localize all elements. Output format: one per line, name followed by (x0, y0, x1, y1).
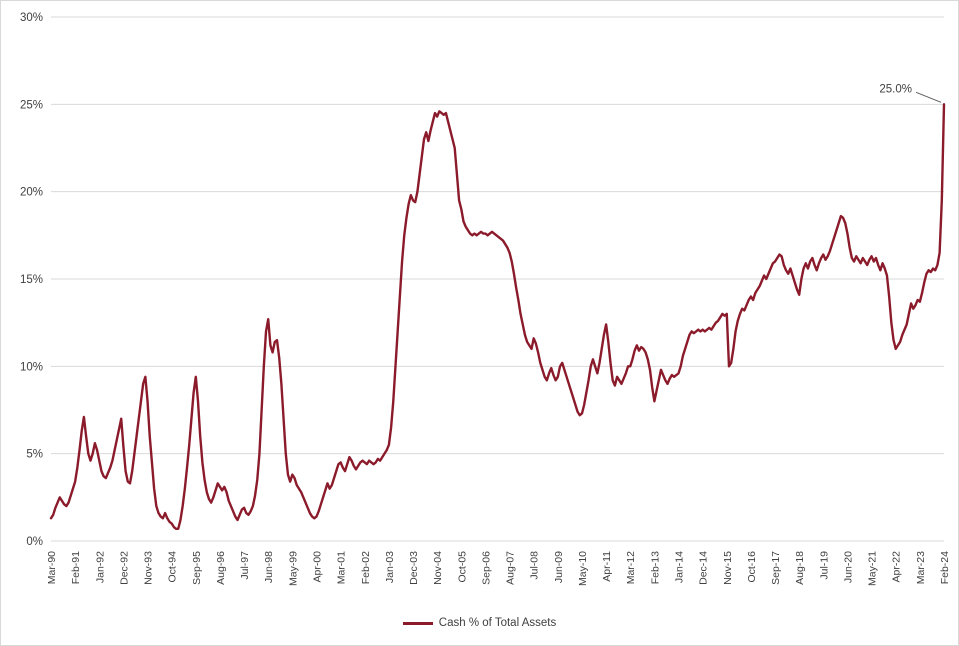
x-axis-tick-label: Jul-97 (239, 551, 251, 580)
x-axis-tick-label: Aug-18 (794, 551, 806, 585)
y-axis-tick-label: 0% (26, 536, 43, 548)
x-axis-tick-label: Mar-12 (625, 551, 637, 584)
x-axis-tick-label: Apr-22 (891, 551, 903, 583)
x-axis-tick-label: Sep-95 (191, 551, 203, 585)
x-axis-tick-label: Jan-03 (384, 551, 396, 583)
x-axis-tick-label: May-99 (287, 551, 299, 586)
x-axis-tick-label: Apr-11 (601, 551, 613, 582)
x-axis-tick-label: Feb-13 (649, 551, 661, 584)
x-axis-tick-label: Nov-04 (432, 551, 444, 585)
x-axis-tick-label: Sep-17 (770, 551, 782, 585)
x-axis-tick-label: Sep-06 (480, 551, 492, 585)
x-axis-tick-label: Oct-05 (456, 551, 468, 583)
x-axis-tick-label: Feb-24 (939, 551, 951, 584)
legend-label: Cash % of Total Assets (438, 617, 557, 629)
x-axis-tick-label: Jan-92 (94, 551, 106, 583)
x-axis-tick-label: Dec-92 (118, 551, 130, 585)
x-axis-tick-label: Jun-09 (553, 551, 565, 583)
x-axis-tick-label: May-10 (577, 551, 589, 586)
y-axis-tick-label: 30% (20, 12, 43, 24)
chart-legend: Cash % of Total Assets (1, 617, 958, 629)
x-axis-tick-label: Mar-01 (336, 551, 348, 584)
x-axis-tick-label: Aug-07 (505, 551, 517, 585)
annotation-connector-line (915, 91, 942, 103)
y-axis-tick-label: 25% (20, 99, 43, 111)
x-axis-tick-label: Jan-14 (674, 551, 686, 583)
x-axis-tick-label: Apr-00 (311, 551, 323, 583)
x-axis-tick-label: Jun-98 (263, 551, 275, 583)
y-axis-tick-label: 5% (26, 449, 43, 461)
x-axis-tick-label: Oct-94 (167, 551, 179, 583)
x-axis-tick-label: Dec-14 (698, 551, 710, 585)
y-axis-tick-label: 10% (20, 361, 43, 373)
x-axis-tick-label: Aug-96 (215, 551, 227, 585)
legend-line-swatch (402, 621, 433, 625)
x-axis-tick-label: Jun-20 (842, 551, 854, 583)
x-axis-tick-label: Feb-02 (360, 551, 372, 584)
x-axis-tick-label: May-21 (867, 551, 879, 586)
x-axis-tick-label: Oct-16 (746, 551, 758, 583)
x-axis-tick-label: Mar-23 (915, 551, 927, 584)
annotation-last-value: 25.0% (879, 83, 912, 95)
x-axis-tick-label: Jul-08 (529, 551, 541, 580)
x-axis-tick-label: Dec-03 (408, 551, 420, 585)
x-axis-tick-label: Mar-90 (46, 551, 58, 584)
x-axis-tick-label: Jul-19 (818, 551, 830, 580)
x-axis-tick-label: Nov-15 (722, 551, 734, 585)
y-axis-tick-label: 15% (20, 274, 43, 286)
series-line-cash-pct (49, 103, 946, 530)
x-axis-tick-label: Feb-91 (70, 551, 82, 584)
x-axis-tick-label: Nov-93 (143, 551, 155, 585)
y-axis-tick-label: 20% (20, 187, 43, 199)
